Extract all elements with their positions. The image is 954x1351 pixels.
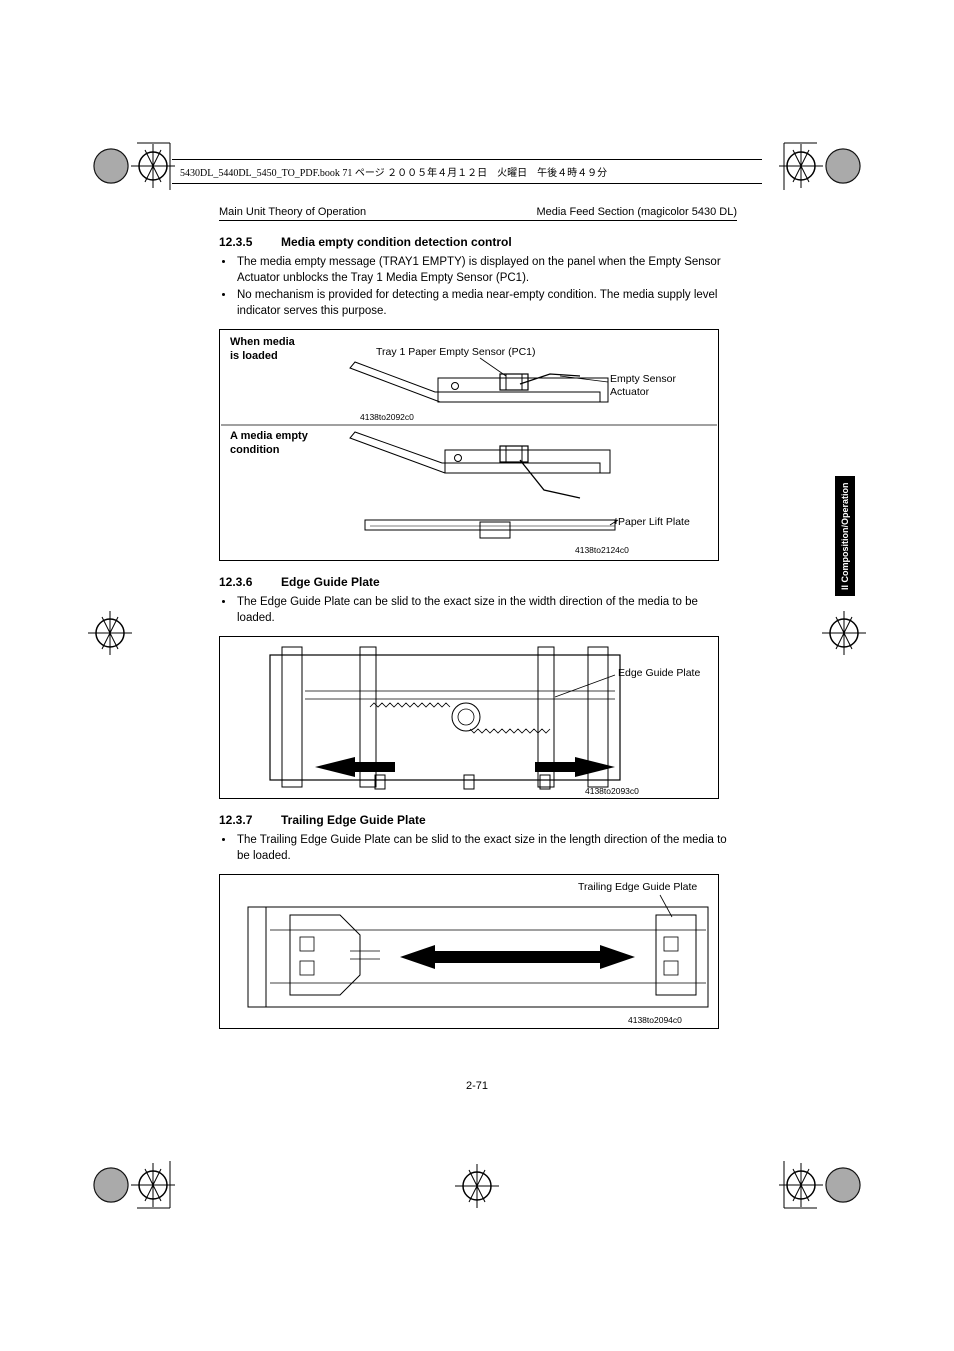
running-header: Main Unit Theory of Operation Media Feed… bbox=[219, 206, 737, 221]
section-heading-1235: 12.3.5 Media empty condition detection c… bbox=[219, 235, 737, 249]
side-tab: II Composition/Operation bbox=[835, 476, 855, 596]
cropmark-ml bbox=[75, 598, 145, 668]
bullet-item: The media empty message (TRAY1 EMPTY) is… bbox=[235, 255, 737, 286]
section-num: 12.3.7 bbox=[219, 813, 281, 827]
page-content: Main Unit Theory of Operation Media Feed… bbox=[219, 206, 737, 1029]
header-right: Media Feed Section (magicolor 5430 DL) bbox=[536, 206, 737, 218]
section-num: 12.3.6 bbox=[219, 575, 281, 589]
section-heading-1236: 12.3.6 Edge Guide Plate bbox=[219, 575, 737, 589]
cropmark-mr bbox=[809, 598, 879, 668]
bullet-list-1237: The Trailing Edge Guide Plate can be sli… bbox=[235, 833, 737, 864]
cropmark-tr bbox=[769, 120, 879, 230]
cropmark-tl bbox=[75, 120, 185, 230]
section-title: Media empty condition detection control bbox=[281, 235, 512, 249]
section-title: Edge Guide Plate bbox=[281, 575, 380, 589]
header-left: Main Unit Theory of Operation bbox=[219, 206, 366, 218]
cropmark-bc bbox=[442, 1151, 512, 1221]
bullet-item: No mechanism is provided for detecting a… bbox=[235, 288, 737, 319]
figure-media-empty: When media is loaded Tray 1 Paper Empty … bbox=[219, 329, 719, 561]
page-number: 2-71 bbox=[0, 1080, 954, 1092]
bullet-item: The Edge Guide Plate can be slid to the … bbox=[235, 595, 737, 626]
bullet-list-1236: The Edge Guide Plate can be slid to the … bbox=[235, 595, 737, 626]
fig2-diagram bbox=[220, 637, 718, 800]
fig3-diagram bbox=[220, 875, 718, 1030]
fig1-diagram bbox=[220, 330, 718, 560]
cropmark-bl bbox=[75, 1121, 185, 1231]
section-num: 12.3.5 bbox=[219, 235, 281, 249]
book-header: 5430DL_5440DL_5450_TO_PDF.book 71 ページ ２０… bbox=[172, 159, 762, 184]
cropmark-br bbox=[769, 1121, 879, 1231]
bullet-list-1235: The media empty message (TRAY1 EMPTY) is… bbox=[235, 255, 737, 319]
figure-edge-guide: Edge Guide Plate 4138to2093c0 bbox=[219, 636, 719, 799]
bullet-item: The Trailing Edge Guide Plate can be sli… bbox=[235, 833, 737, 864]
section-title: Trailing Edge Guide Plate bbox=[281, 813, 426, 827]
figure-trailing-guide: Trailing Edge Guide Plate 4138to2094c0 bbox=[219, 874, 719, 1029]
section-heading-1237: 12.3.7 Trailing Edge Guide Plate bbox=[219, 813, 737, 827]
